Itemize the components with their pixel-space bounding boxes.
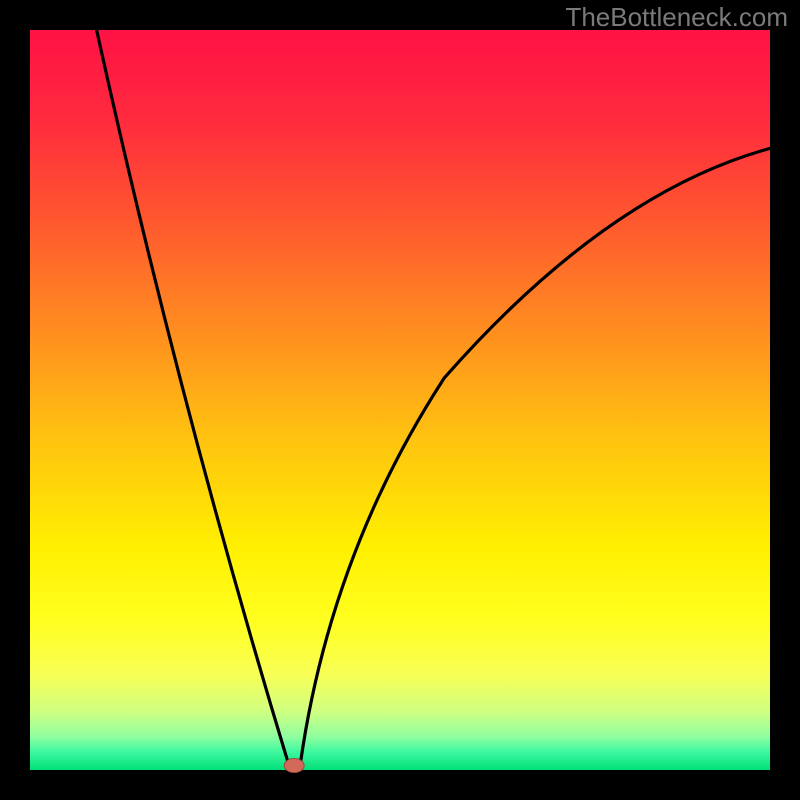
plot-background	[30, 30, 770, 770]
watermark-text: TheBottleneck.com	[565, 2, 788, 33]
